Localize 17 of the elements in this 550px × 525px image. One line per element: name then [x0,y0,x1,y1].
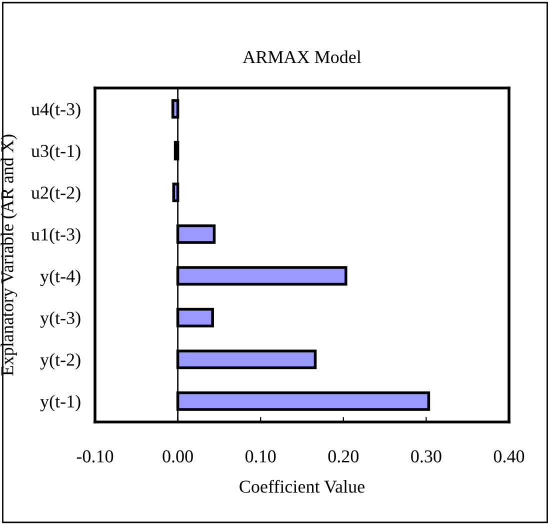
y-tick-label: y(t-2) [40,353,80,370]
x-tick-label: 0.10 [245,450,276,463]
x-tick-label: 0.00 [162,450,193,463]
y-tick-label: u2(t-2) [31,186,80,202]
x-tick-label: -0.10 [76,450,114,463]
y-tick-label: u1(t-3) [31,228,80,244]
x-axis-title: Coefficient Value [240,480,364,493]
x-tick-label: 0.30 [411,450,442,463]
y-tick-label: u4(t-3) [31,102,80,119]
y-tick-label: y(t-1) [40,394,80,412]
chart-title: ARMAX Model [242,50,362,64]
y-axis-title: Explanatory Variable (AR and X) [0,134,18,376]
x-tick-label: 0.40 [494,450,524,463]
x-tick-label: 0.20 [328,450,359,463]
y-tick-label: u3(t-1) [31,144,80,161]
y-tick-label: y(t-4) [40,270,80,286]
y-tick-label: y(t-3) [40,311,80,328]
